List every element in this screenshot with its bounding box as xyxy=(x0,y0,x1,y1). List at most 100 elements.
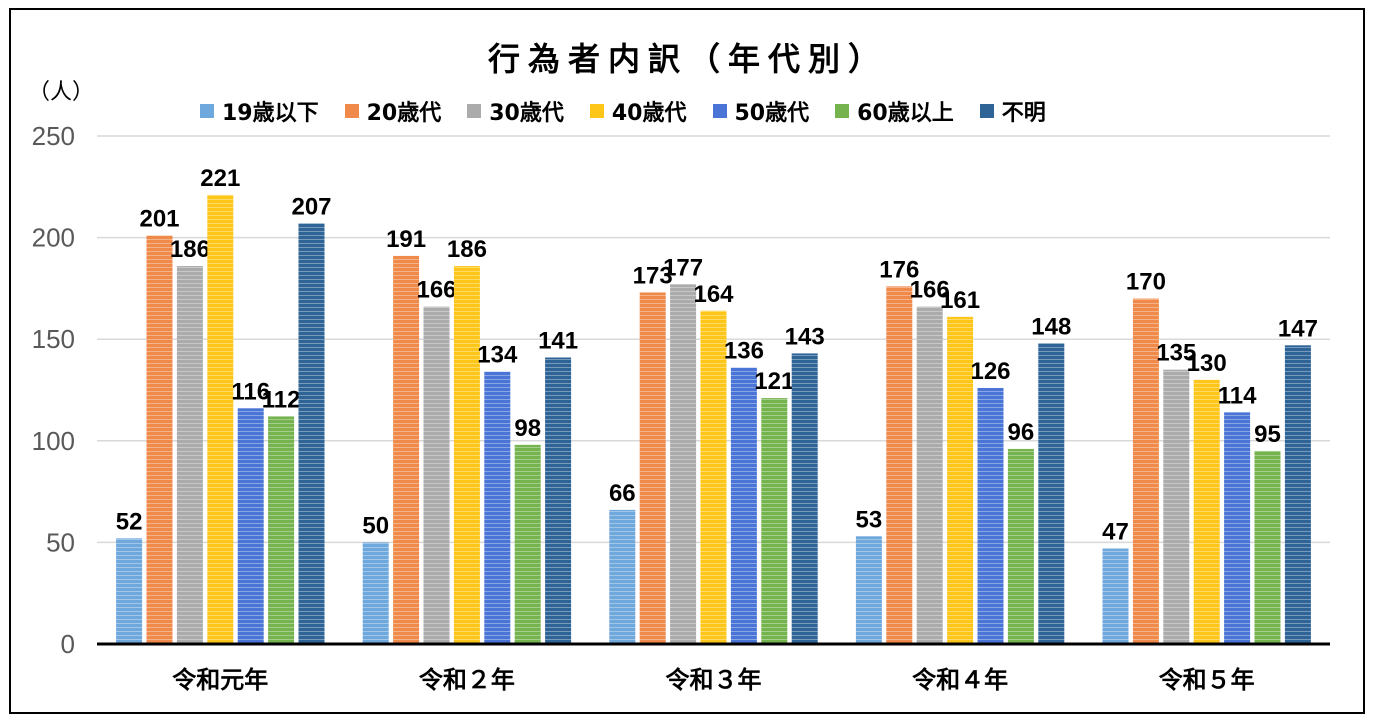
y-tick-label: 100 xyxy=(32,426,75,456)
x-tick-label: 令和５年 xyxy=(1159,666,1255,694)
y-tick-label: 200 xyxy=(32,223,75,253)
y-axis-unit-label: （人） xyxy=(28,80,95,105)
data-label: 47 xyxy=(1102,518,1129,545)
bar xyxy=(730,367,757,644)
legend: 19歳以下 20歳代 30歳代 40歳代 50歳代 60歳以上 不明 xyxy=(200,94,1046,128)
data-label: 148 xyxy=(1031,313,1071,340)
x-tick-label: 令和３年 xyxy=(666,666,762,694)
data-label: 166 xyxy=(910,277,950,304)
bar xyxy=(1254,450,1281,644)
bar xyxy=(423,306,450,644)
data-label: 130 xyxy=(1187,350,1227,377)
data-label: 221 xyxy=(200,165,240,192)
bar xyxy=(1102,548,1129,644)
bar xyxy=(700,310,727,644)
bar xyxy=(886,286,913,644)
bar xyxy=(484,371,511,644)
bar xyxy=(977,387,1004,644)
data-label: 95 xyxy=(1254,421,1281,448)
data-label: 177 xyxy=(663,254,703,281)
legend-swatch xyxy=(835,104,850,118)
bar xyxy=(116,538,143,644)
legend-label: 60歳以上 xyxy=(857,101,954,126)
y-tick-label: 0 xyxy=(61,629,75,659)
data-label: 134 xyxy=(477,342,518,369)
legend-item: 20歳代 xyxy=(344,95,442,127)
legend-label: 30歳代 xyxy=(489,101,564,126)
data-label: 166 xyxy=(416,277,456,304)
bar xyxy=(545,357,572,644)
bar xyxy=(393,255,420,644)
legend-swatch xyxy=(589,104,604,118)
data-label: 173 xyxy=(633,262,673,289)
data-label: 50 xyxy=(362,512,389,539)
legend-item: 60歳以上 xyxy=(835,95,954,127)
bar xyxy=(1163,369,1190,644)
y-tick-label: 150 xyxy=(32,324,75,354)
chart-title: 行為者内訳（年代別） xyxy=(487,40,888,78)
legend-item: 19歳以下 xyxy=(200,95,319,127)
data-label: 114 xyxy=(1218,382,1257,409)
bar xyxy=(855,536,882,644)
bar xyxy=(207,194,234,645)
data-label: 52 xyxy=(116,508,143,535)
data-label: 186 xyxy=(447,236,487,263)
bar xyxy=(609,509,636,644)
y-tick-label: 250 xyxy=(32,121,75,151)
data-label: 176 xyxy=(879,256,919,283)
data-label: 207 xyxy=(291,193,331,220)
data-label: 96 xyxy=(1008,419,1035,446)
legend-swatch xyxy=(979,104,994,118)
legend-label: 20歳代 xyxy=(366,101,442,126)
data-label: 135 xyxy=(1156,340,1196,367)
bar xyxy=(298,223,325,644)
bar xyxy=(1038,343,1065,644)
bar xyxy=(268,416,295,644)
legend-swatch xyxy=(200,104,214,118)
bar xyxy=(916,306,943,644)
y-tick-label: 50 xyxy=(46,527,75,557)
data-label: 161 xyxy=(940,287,980,314)
bar xyxy=(176,266,203,644)
bar xyxy=(639,292,666,644)
data-label: 98 xyxy=(514,415,541,442)
legend-label: 50歳代 xyxy=(734,101,810,126)
data-label: 164 xyxy=(693,281,734,308)
data-label: 201 xyxy=(139,206,179,233)
bar xyxy=(514,444,541,644)
bar xyxy=(1224,412,1251,644)
data-label: 143 xyxy=(785,323,825,350)
bar xyxy=(237,408,264,644)
data-label: 126 xyxy=(970,358,1010,385)
data-label: 53 xyxy=(856,506,883,533)
data-label: 136 xyxy=(724,338,764,365)
legend-item: 40歳代 xyxy=(589,95,687,127)
legend-label: 40歳代 xyxy=(611,101,687,126)
x-tick-label: 令和４年 xyxy=(912,666,1008,694)
bar xyxy=(362,542,389,644)
bar xyxy=(1284,345,1311,644)
bar xyxy=(791,353,818,644)
bar xyxy=(146,235,173,644)
bar xyxy=(670,284,697,644)
data-label: 116 xyxy=(231,378,270,405)
data-label: 66 xyxy=(609,480,636,507)
data-label: 112 xyxy=(262,386,301,413)
x-tick-label: 令和元年 xyxy=(172,666,268,694)
data-label: 147 xyxy=(1278,315,1318,342)
bar xyxy=(1132,298,1159,644)
bar xyxy=(761,398,788,644)
legend-item: 50歳代 xyxy=(712,95,810,127)
bar xyxy=(947,316,974,644)
legend-swatch xyxy=(344,104,359,118)
legend-item: 30歳代 xyxy=(467,95,564,127)
x-tick-label: 令和２年 xyxy=(419,666,515,694)
legend-label: 不明 xyxy=(1001,101,1046,126)
bar xyxy=(1007,448,1034,644)
bar xyxy=(1193,379,1220,644)
legend-swatch xyxy=(467,104,482,118)
data-label: 191 xyxy=(386,226,426,253)
legend-swatch xyxy=(712,104,727,118)
legend-item: 不明 xyxy=(979,95,1046,127)
data-label: 141 xyxy=(538,327,578,354)
